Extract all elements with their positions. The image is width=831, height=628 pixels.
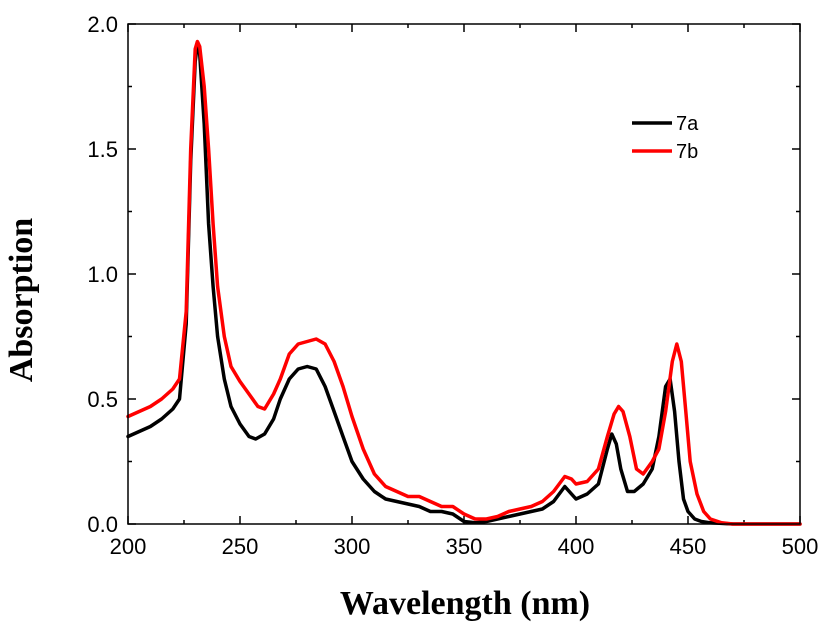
y-tick-label: 0.0 [87, 512, 118, 537]
y-tick-label: 0.5 [87, 387, 118, 412]
x-tick-label: 500 [782, 534, 819, 559]
x-tick-label: 200 [110, 534, 147, 559]
legend-label-7b: 7b [676, 141, 698, 163]
series-line-7a [126, 42, 802, 526]
y-tick-label: 2.0 [87, 12, 118, 37]
y-tick-label: 1.0 [87, 262, 118, 287]
x-tick-label: 450 [670, 534, 707, 559]
x-axis-ticks: 200 250 300 350 400 450 500 [110, 24, 819, 559]
x-tick-label: 350 [446, 534, 483, 559]
x-tick-label: 400 [558, 534, 595, 559]
series-layer [126, 39, 802, 526]
y-tick-label: 1.5 [87, 137, 118, 162]
plot-frame [127, 23, 801, 525]
y-axis-ticks: 0.0 0.5 1.0 1.5 2.0 [87, 12, 800, 537]
series-line-7b [126, 39, 802, 526]
x-tick-label: 300 [334, 534, 371, 559]
x-axis-title: Wavelength (nm) [340, 585, 590, 622]
y-axis-title: Absorption [3, 218, 40, 382]
x-tick-label: 250 [222, 534, 259, 559]
legend-label-7a: 7a [676, 113, 699, 135]
